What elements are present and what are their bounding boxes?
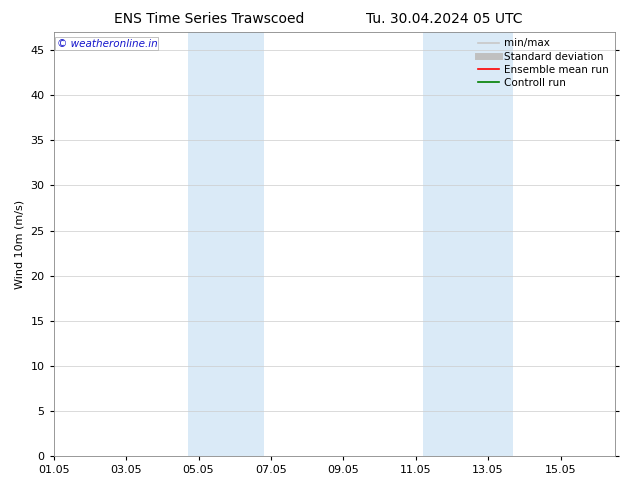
Text: ENS Time Series Trawscoed: ENS Time Series Trawscoed bbox=[114, 12, 304, 26]
Y-axis label: Wind 10m (m/s): Wind 10m (m/s) bbox=[15, 199, 25, 289]
Bar bbox=[188, 32, 264, 456]
Text: Tu. 30.04.2024 05 UTC: Tu. 30.04.2024 05 UTC bbox=[366, 12, 522, 26]
Text: © weatheronline.in: © weatheronline.in bbox=[56, 39, 157, 49]
Legend: min/max, Standard deviation, Ensemble mean run, Controll run: min/max, Standard deviation, Ensemble me… bbox=[474, 34, 612, 92]
Bar bbox=[423, 32, 514, 456]
